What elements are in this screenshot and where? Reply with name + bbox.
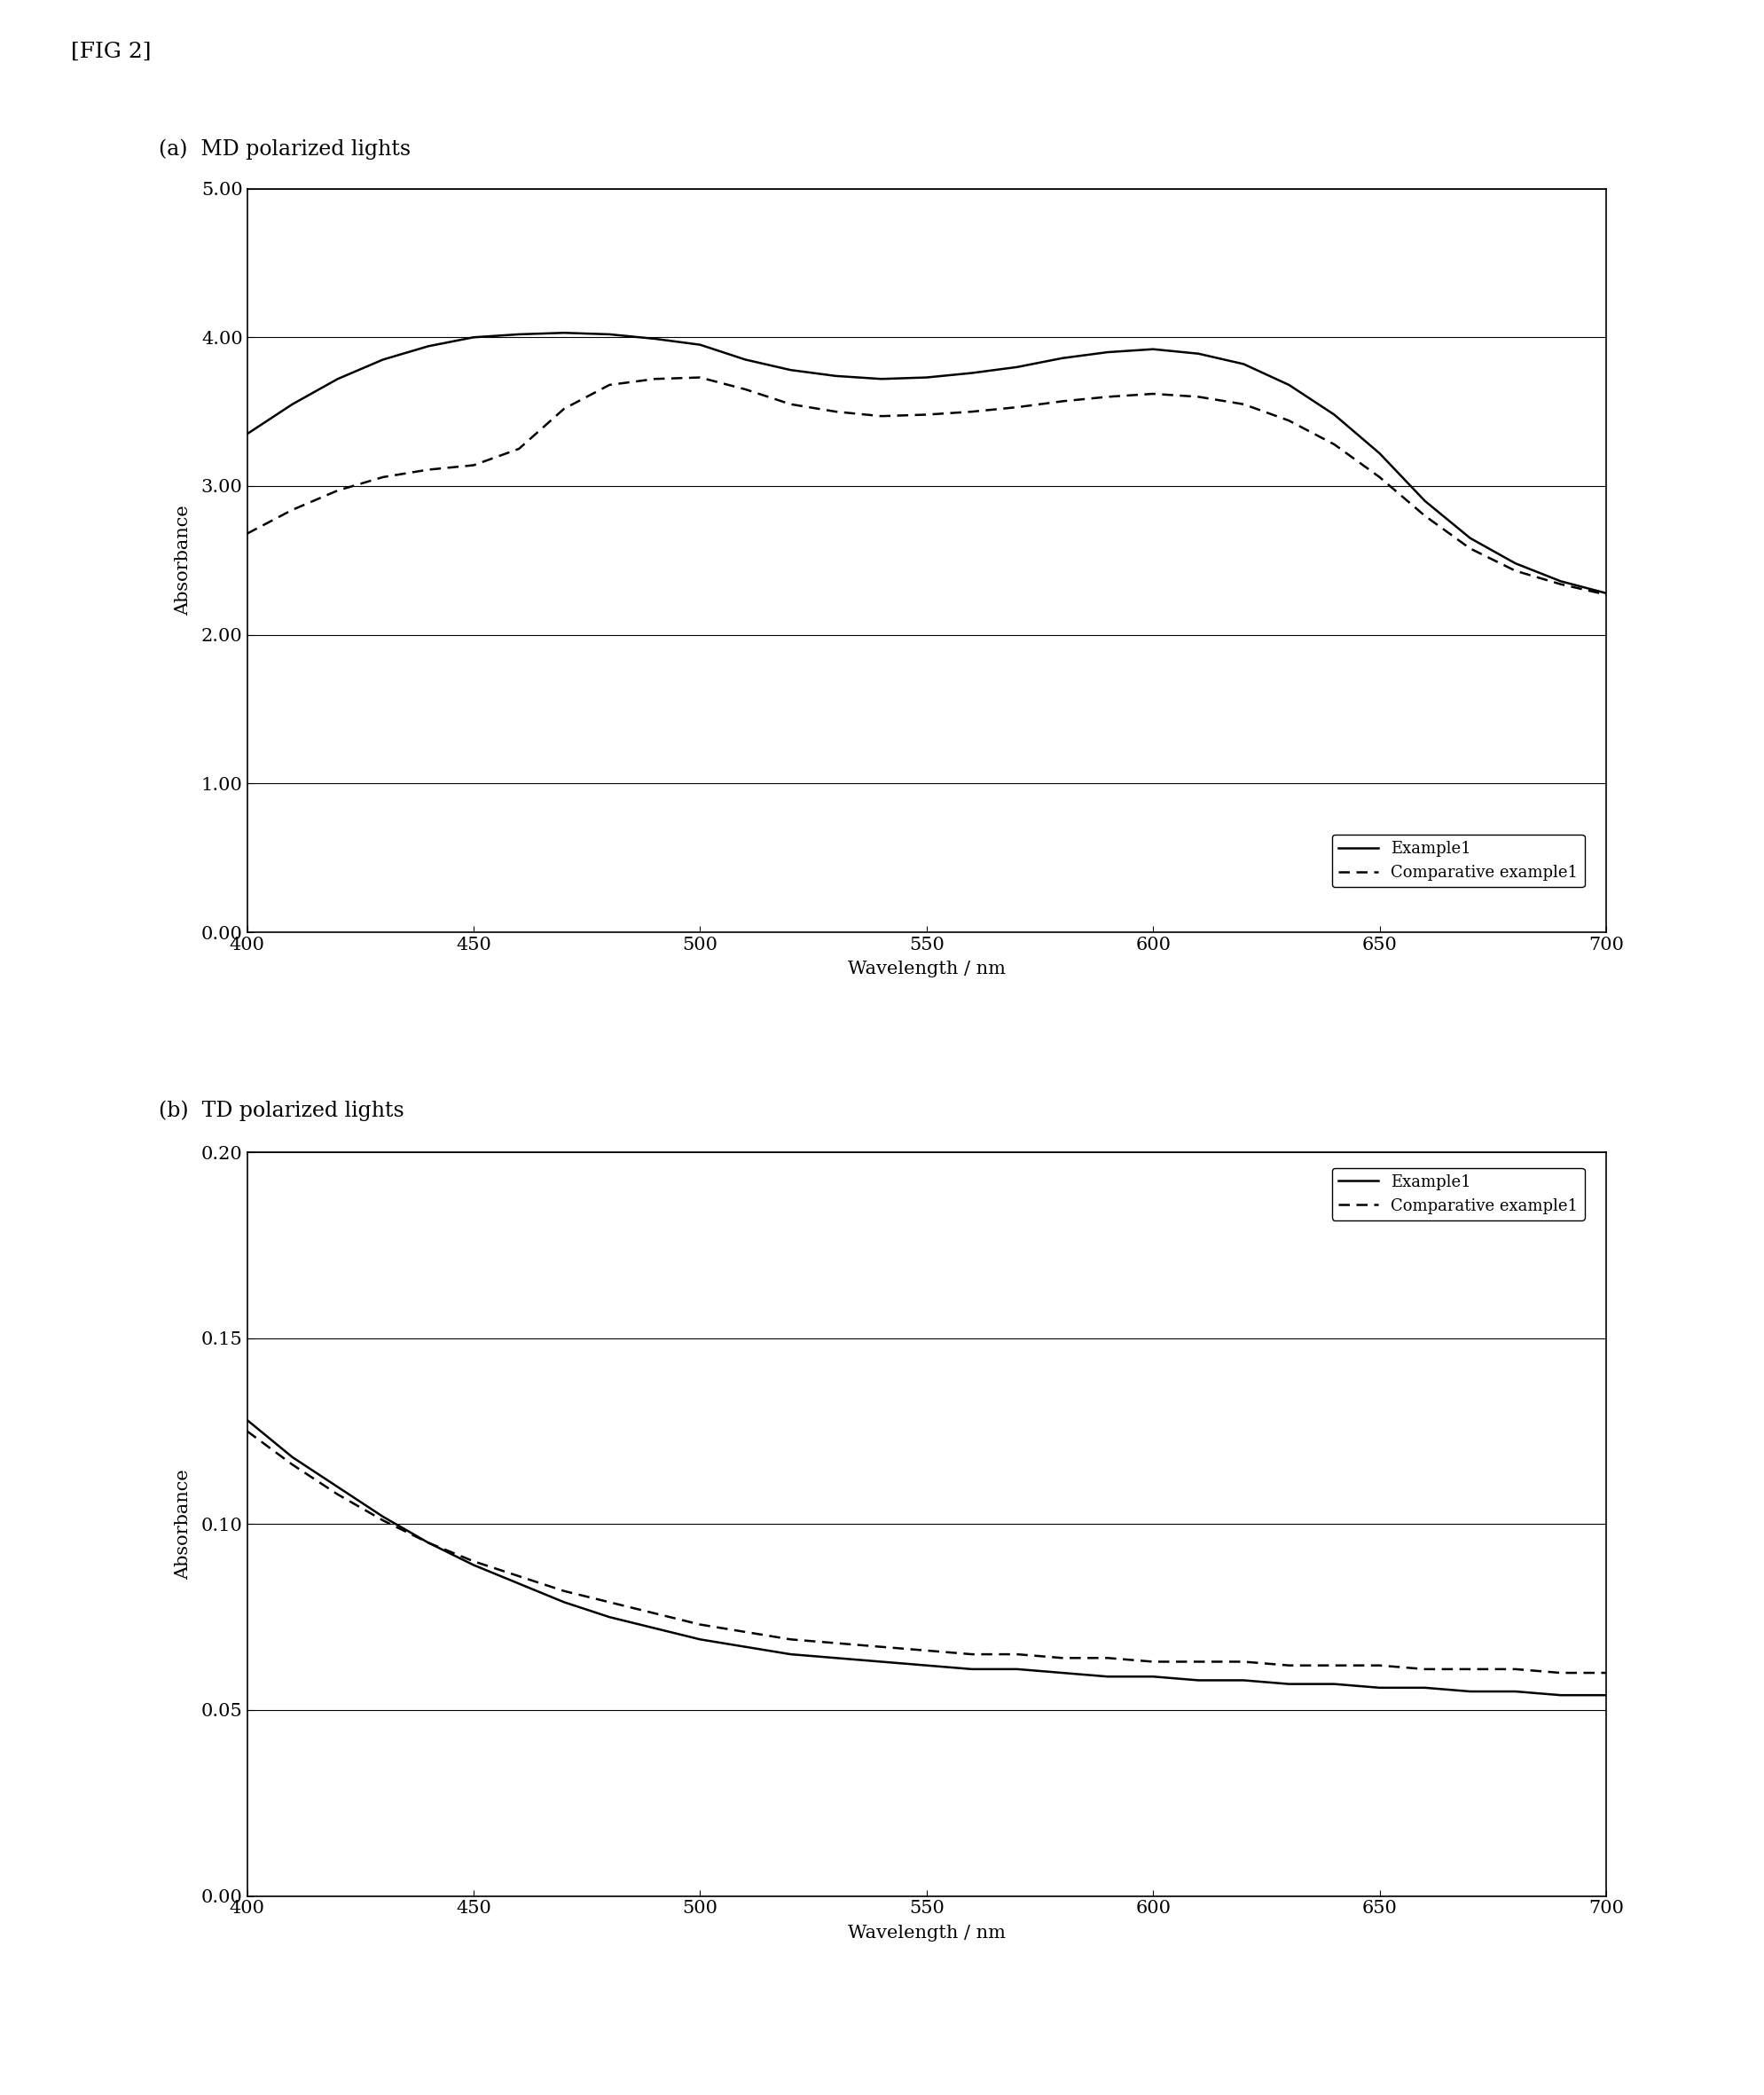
Text: (a)  MD polarized lights: (a) MD polarized lights [159, 138, 411, 159]
Legend: Example1, Comparative example1: Example1, Comparative example1 [1332, 834, 1584, 886]
Text: (b)  TD polarized lights: (b) TD polarized lights [159, 1100, 404, 1121]
X-axis label: Wavelength / nm: Wavelength / nm [847, 962, 1005, 978]
Y-axis label: Absorbance: Absorbance [175, 505, 191, 616]
X-axis label: Wavelength / nm: Wavelength / nm [847, 1925, 1005, 1942]
Y-axis label: Absorbance: Absorbance [175, 1469, 191, 1580]
Legend: Example1, Comparative example1: Example1, Comparative example1 [1332, 1167, 1584, 1221]
Text: [FIG 2]: [FIG 2] [71, 42, 150, 63]
